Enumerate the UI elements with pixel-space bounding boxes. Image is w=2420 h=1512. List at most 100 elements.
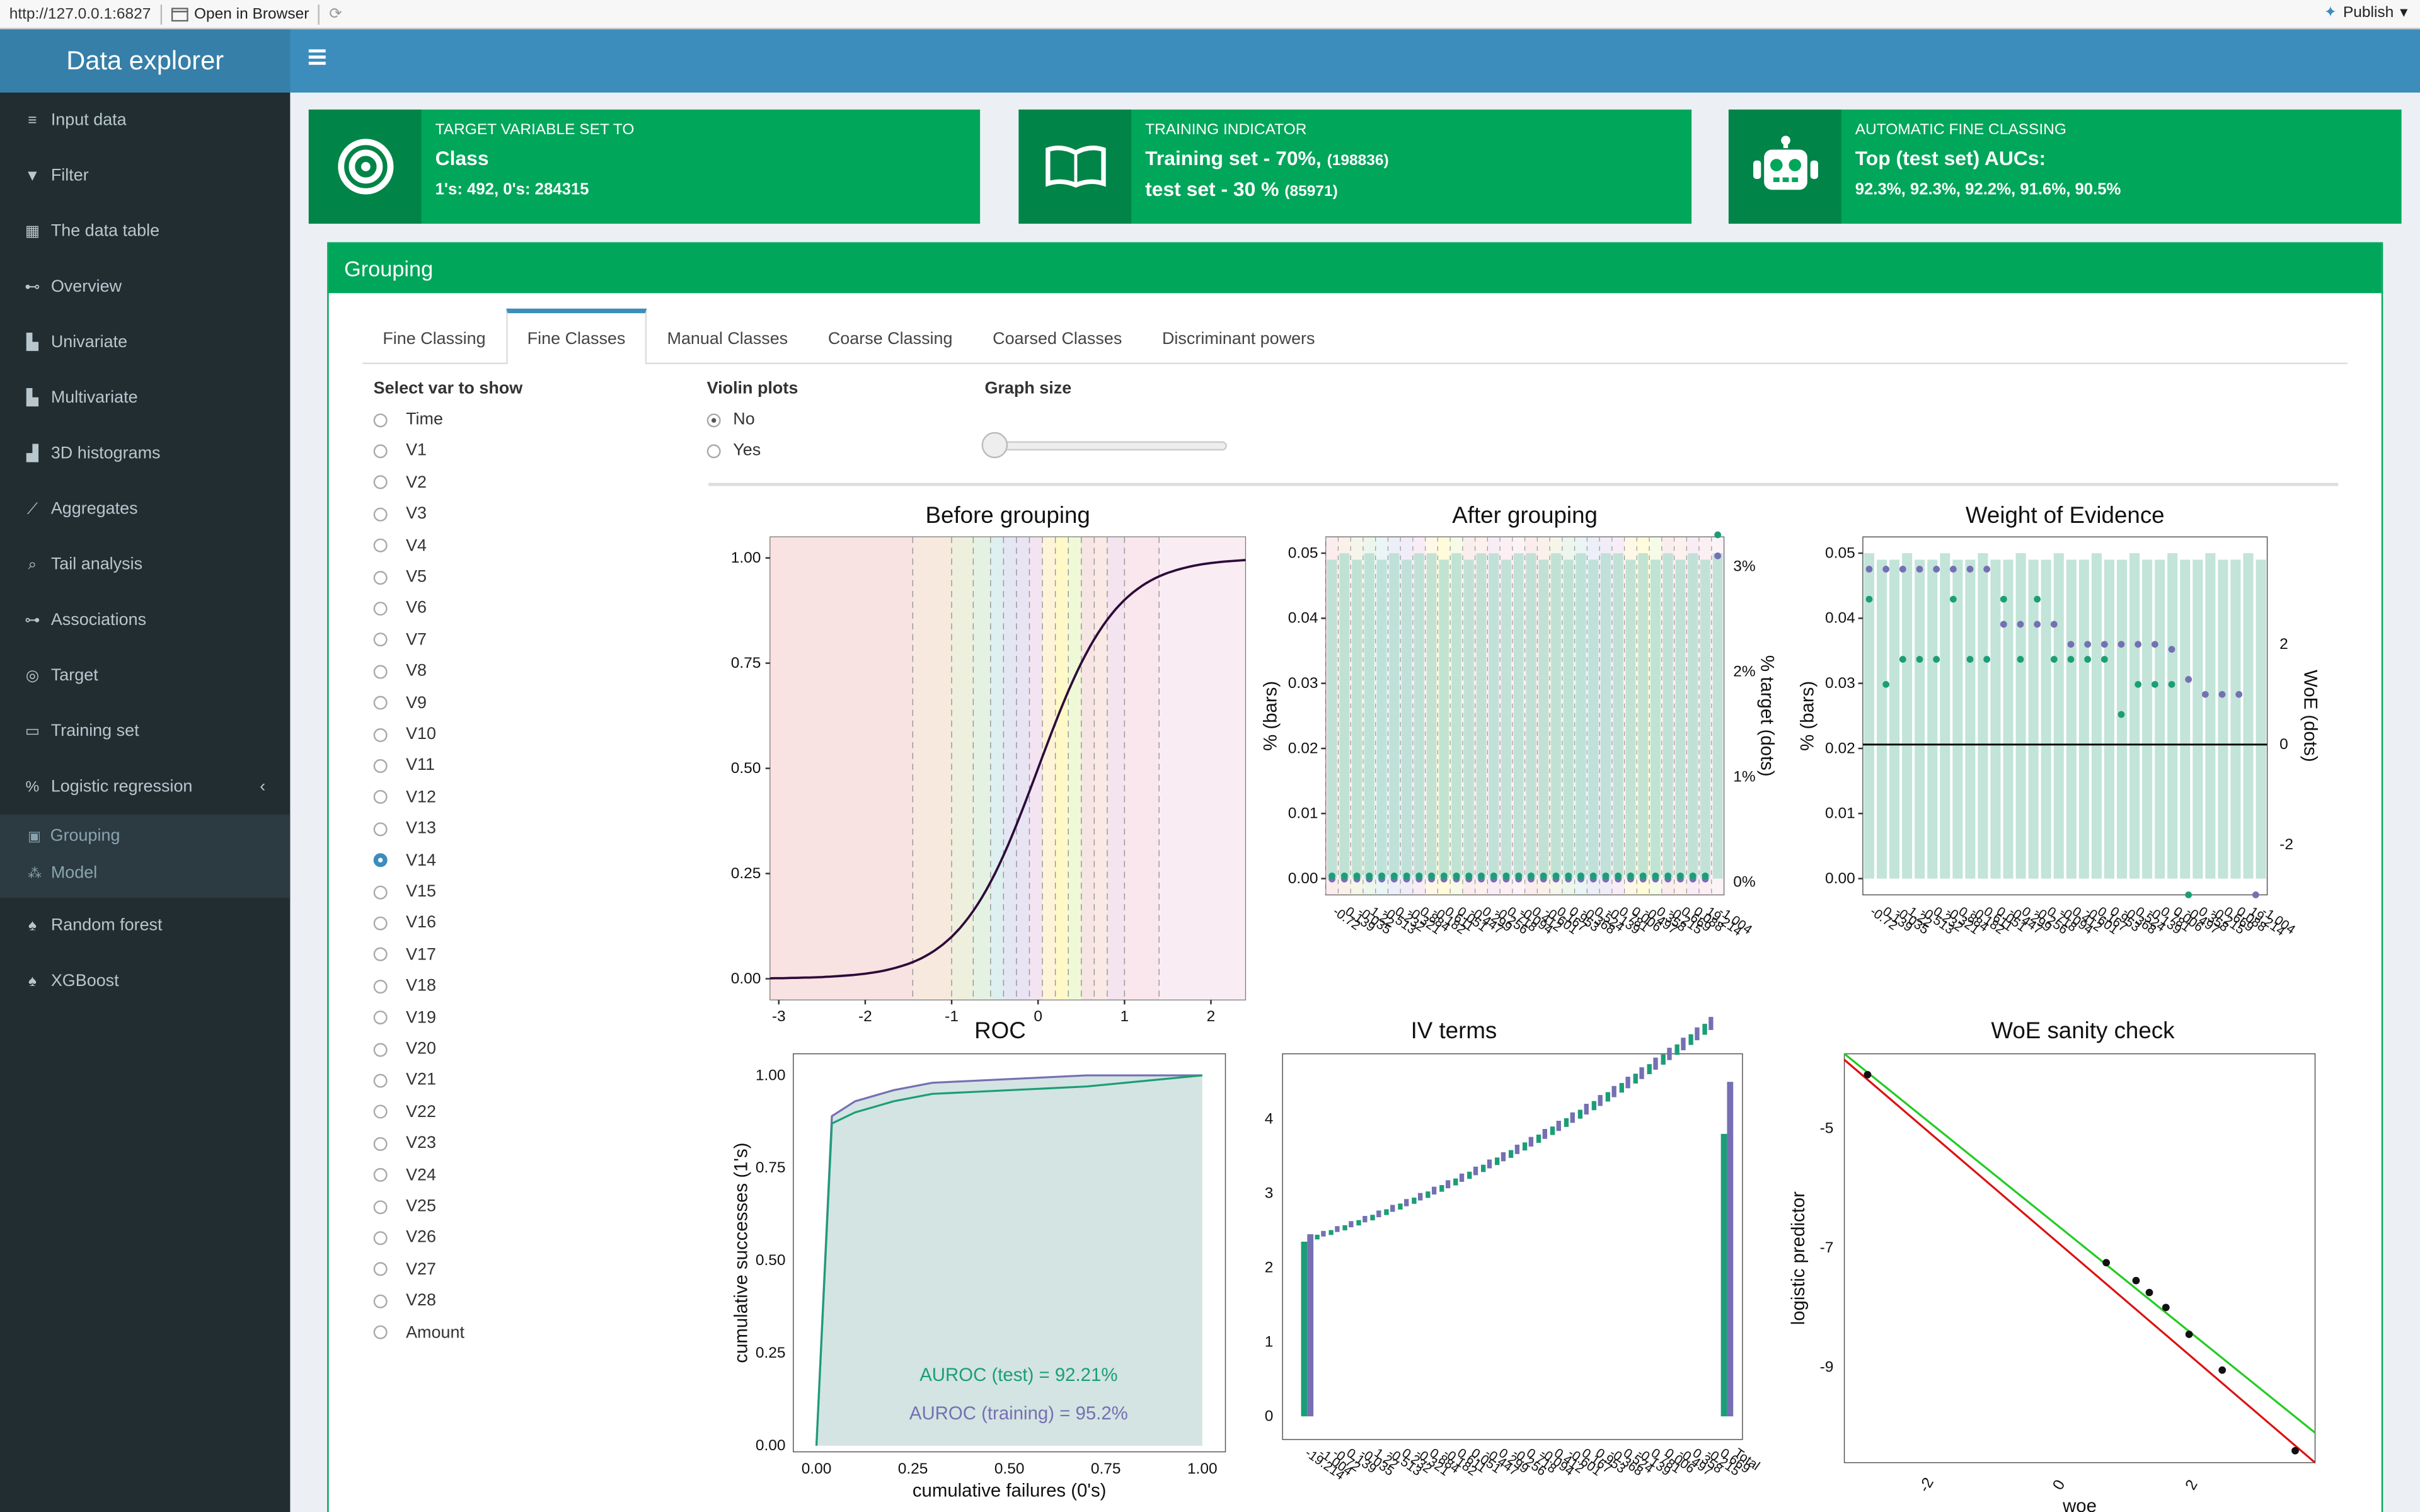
refresh-icon[interactable]: ⟳ [329,5,342,23]
radio-icon [373,570,388,584]
radio-icon [373,1105,388,1120]
var-option-v21[interactable]: V21 [373,1072,436,1090]
var-option-v15[interactable]: V15 [373,883,436,901]
slider-handle[interactable] [981,432,1008,459]
tab-fine-classing[interactable]: Fine Classing [383,329,486,348]
var-option-v13[interactable]: V13 [373,820,436,838]
var-option-v27[interactable]: V27 [373,1260,436,1279]
sidebar-item-univariate[interactable]: ▙ Univariate [0,315,290,370]
publish-icon: ✦ [2324,4,2337,22]
info-value: Class [435,146,489,170]
sidebar-item-input-data[interactable]: ≡ Input data [0,93,290,148]
publish-button[interactable]: ✦ Publish ▾ [2324,4,2408,21]
var-option-v14[interactable]: V14 [373,851,436,869]
radio-icon [373,1168,388,1183]
violin-option-yes[interactable]: Yes [706,441,761,460]
info-title: TARGET VARIABLE SET TO [435,122,635,139]
sidebar-item-overview[interactable]: ⊷ Overview [0,259,290,314]
url-text[interactable]: http://127.0.0.1:6827 [9,5,151,23]
iv-step-training [1404,1199,1409,1206]
x-tick-label: 0.00 [802,1460,832,1477]
x-tick-label: 0.75 [1091,1460,1121,1477]
violin-option-no[interactable]: No [706,410,755,429]
var-option-v23[interactable]: V23 [373,1134,436,1153]
browser-icon [171,7,188,21]
var-option-v20[interactable]: V20 [373,1040,436,1058]
app-title[interactable]: Data explorer [0,29,291,93]
radio-icon [373,1263,388,1277]
dot-teal [1865,595,1873,603]
var-option-v3[interactable]: V3 [373,505,427,524]
sidebar-item-tail-analysis[interactable]: ⌕ Tail analysis [0,537,290,592]
var-option-v22[interactable]: V22 [373,1103,436,1121]
tab-coarse-classing[interactable]: Coarse Classing [827,329,953,348]
var-option-v8[interactable]: V8 [373,662,427,680]
var-option-v5[interactable]: V5 [373,568,427,587]
y-tick-label: 0.00 [1288,870,1318,887]
sidebar-item-random-forest[interactable]: ♠ Random forest [0,898,290,953]
var-option-v18[interactable]: V18 [373,977,436,995]
sidebar-item-the-data-table[interactable]: ▦ The data table [0,203,290,259]
sidebar-item-logistic-regression[interactable]: % Logistic regression ‹ [0,759,290,815]
var-option-v4[interactable]: V4 [373,536,427,555]
var-option-v12[interactable]: V12 [373,788,436,806]
dot-purple [1933,565,1940,573]
y2-tick-label: -2 [2279,836,2293,853]
dot-teal [1465,872,1473,879]
dot-teal [1415,872,1423,879]
open-in-browser-button[interactable]: Open in Browser [171,6,309,23]
dot-purple [2050,621,2058,628]
sidebar-item-aggregates[interactable]: ⟋ Aggregates [0,481,290,537]
var-option-time[interactable]: Time [373,410,443,429]
bar [1675,559,1686,879]
var-option-v25[interactable]: V25 [373,1197,436,1216]
browser-bar: http://127.0.0.1:6827 Open in Browser ⟳ … [0,0,2420,30]
var-option-v11[interactable]: V11 [373,757,435,775]
tab-discriminant-powers[interactable]: Discriminant powers [1161,329,1315,348]
info-detail: 92.3%, 92.3%, 92.2%, 91.6%, 90.5% [1855,180,2121,199]
iv-step-test [1647,1064,1652,1075]
sidebar-item-multivariate[interactable]: ▙ Multivariate [0,370,290,426]
sidebar-item-model[interactable]: ⁂ Model [0,855,290,892]
sidebar-item-grouping[interactable]: ▣ Grouping [0,818,290,855]
iv-step-test [1536,1134,1541,1143]
var-option-amount[interactable]: Amount [373,1323,464,1342]
iv-step-test [1605,1092,1611,1102]
var-option-v9[interactable]: V9 [373,694,427,712]
iv-step-training [1611,1085,1616,1097]
graph-size-slider[interactable] [981,432,1227,459]
var-option-v16[interactable]: V16 [373,914,436,932]
x-tick-label: -2 [1916,1475,1937,1495]
var-option-v1[interactable]: V1 [373,442,427,461]
hamburger-icon[interactable] [308,49,326,65]
tab-fine-classes[interactable]: Fine Classes [505,308,647,364]
dot-teal [1403,872,1410,879]
var-option-v2[interactable]: V2 [373,473,427,492]
var-option-v26[interactable]: V26 [373,1228,436,1247]
var-option-v10[interactable]: V10 [373,725,436,743]
var-option-v24[interactable]: V24 [373,1166,436,1184]
sidebar-item-xgboost[interactable]: ♠ XGBoost [0,953,290,1009]
var-option-v6[interactable]: V6 [373,599,427,618]
var-option-v17[interactable]: V17 [373,946,436,964]
y-tick-label: 0.02 [1288,740,1318,757]
caret-down-icon: ▾ [2400,4,2408,22]
sidebar-item-target[interactable]: ◎ Target [0,648,290,704]
var-option-v19[interactable]: V19 [373,1009,436,1027]
class-band [1042,537,1056,1000]
iv-step-training [1625,1077,1630,1089]
dot-purple [2168,646,2175,653]
sidebar-item-training-set[interactable]: ▭ Training set [0,704,290,759]
bar [2041,559,2051,879]
sidebar-item-associations[interactable]: ⊶ Associations [0,592,290,648]
sidebar-item-filter[interactable]: ▼ Filter [0,148,290,203]
sidebar-item-3d-histograms[interactable]: ▟ 3D histograms [0,426,290,481]
dot-purple [1983,565,1991,573]
dot-teal [2050,656,2058,663]
tab-coarsed-classes[interactable]: Coarsed Classes [993,329,1122,348]
sidebar-item-label: Target [50,666,98,685]
var-option-v7[interactable]: V7 [373,631,427,650]
chevron-left-icon[interactable]: ‹ [260,777,266,796]
tab-manual-classes[interactable]: Manual Classes [667,329,788,348]
var-option-v28[interactable]: V28 [373,1292,436,1310]
